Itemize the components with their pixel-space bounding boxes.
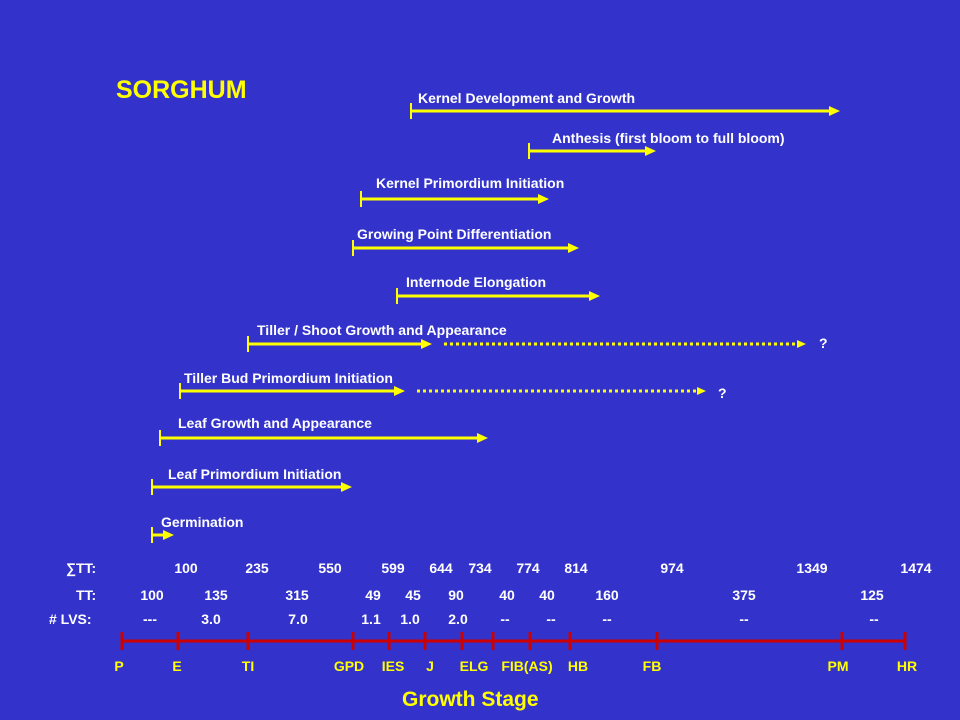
tt-label: TT: [76,587,97,603]
process-label-growing-point: Growing Point Differentiation [357,226,552,242]
tt-value: 40 [499,587,515,603]
sum-tt-value: 774 [516,560,540,576]
sum-tt-label: ∑TT: [66,560,97,576]
lvs-value: 3.0 [201,611,221,627]
process-label-anthesis: Anthesis (first bloom to full bloom) [552,130,785,146]
process-label-kernel-primordium: Kernel Primordium Initiation [376,175,565,191]
tt-value: 160 [595,587,619,603]
stage-label-j: J [426,658,434,674]
process-label-internode: Internode Elongation [406,274,546,290]
stage-label-gpd: GPD [333,658,365,674]
process-label-kernel-development: Kernel Development and Growth [418,90,636,106]
sum-tt-value: 599 [381,560,405,576]
stage-label-ti: TI [241,658,255,674]
sum-tt-value: 1349 [796,560,828,576]
tt-value: 45 [405,587,421,603]
stage-label-fb: FB [642,658,662,674]
tt-value: 125 [860,587,884,603]
lvs-value: -- [739,611,749,627]
sum-tt-value: 550 [318,560,342,576]
tt-value: 100 [140,587,164,603]
arrow-head [477,433,488,443]
stage-label-e: E [172,658,182,674]
arrow-head [163,530,174,540]
sum-tt-value: 644 [429,560,453,576]
stage-label-fib-as: FIB(AS) [501,658,553,674]
lvs-value: 2.0 [448,611,468,627]
lvs-value: 1.0 [400,611,420,627]
tt-value: 40 [539,587,555,603]
lvs-value: --- [143,611,157,627]
process-note-tiller-bud: ? [718,385,727,401]
sum-tt-value: 100 [174,560,198,576]
dotted-arrow-head [797,340,806,348]
tt-value: 315 [285,587,309,603]
stage-label-hb: HB [567,658,589,674]
stage-label-hr: HR [896,658,918,674]
lvs-value: -- [546,611,556,627]
process-label-tiller-shoot: Tiller / Shoot Growth and Appearance [257,322,507,338]
lvs-value: -- [602,611,612,627]
process-label-leaf-growth: Leaf Growth and Appearance [178,415,372,431]
lvs-value: -- [500,611,510,627]
tt-value: 49 [365,587,381,603]
stage-label-ies: IES [381,658,405,674]
process-label-leaf-primordium: Leaf Primordium Initiation [168,466,342,482]
tt-value: 135 [204,587,228,603]
lvs-value: 1.1 [361,611,381,627]
arrow-head [645,146,656,156]
sum-tt-value: 734 [468,560,492,576]
lvs-value: 7.0 [288,611,308,627]
arrow-head [421,339,432,349]
sum-tt-value: 1474 [900,560,932,576]
arrow-head [341,482,352,492]
arrow-head [568,243,579,253]
sum-tt-value: 235 [245,560,269,576]
sum-tt-value: 974 [660,560,684,576]
arrow-head [829,106,840,116]
process-label-germination: Germination [161,514,244,530]
arrow-head [538,194,549,204]
stage-label-pm: PM [827,658,849,674]
process-note-tiller-shoot: ? [819,335,828,351]
tt-value: 375 [732,587,756,603]
growth-stage-axis-title: Growth Stage [402,688,539,711]
sum-tt-value: 814 [564,560,588,576]
process-label-tiller-bud: Tiller Bud Primordium Initiation [184,370,393,386]
arrow-head [589,291,600,301]
tt-value: 90 [448,587,464,603]
lvs-value: -- [869,611,879,627]
stage-label-elg: ELG [459,658,489,674]
dotted-arrow-head [697,387,706,395]
diagram-title: SORGHUM [116,76,247,104]
stage-label-p: P [114,658,124,674]
arrow-head [394,386,405,396]
lvs-label: # LVS: [49,611,92,627]
